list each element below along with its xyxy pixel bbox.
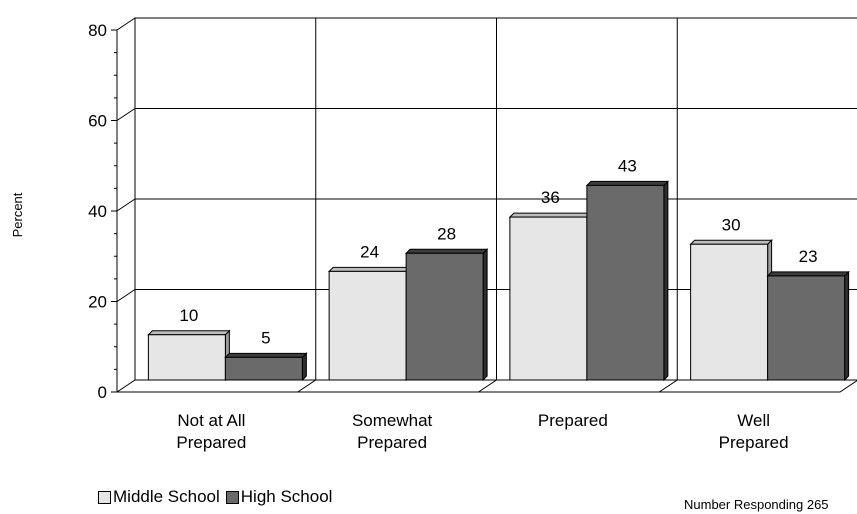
- y-tick-label: 0: [98, 383, 107, 402]
- data-label: 5: [261, 328, 270, 347]
- category-label: Well Prepared: [719, 411, 789, 452]
- legend-swatch-high-school: [225, 490, 239, 504]
- bar-high-school: [586, 184, 665, 381]
- y-axis-label: Percent: [10, 192, 25, 237]
- chart-legend: Middle School High School: [98, 487, 338, 507]
- bar-middle-school: [509, 216, 588, 381]
- side-wall-top-edge: [116, 17, 136, 31]
- bar-middle-school: [147, 334, 226, 381]
- legend-swatch-middle-school: [98, 490, 111, 504]
- category-separator-floor: [297, 379, 317, 393]
- gridline-side: [116, 289, 136, 302]
- category-label: Prepared: [538, 411, 608, 430]
- bar-middle-school: [690, 243, 769, 381]
- data-label: 30: [722, 215, 741, 234]
- bar-high-school: [405, 252, 484, 381]
- data-label: 28: [437, 224, 456, 243]
- category-label: Somewhat Prepared: [352, 411, 433, 452]
- bar-top: [689, 239, 773, 245]
- category-label: Not at All Prepared: [176, 411, 246, 452]
- category-separator-floor: [478, 379, 497, 393]
- y-axis: 0 20 40 60 80: [88, 21, 117, 402]
- bar-top: [766, 271, 850, 277]
- bar-top: [404, 248, 489, 254]
- bar-high-school: [767, 275, 846, 381]
- gridline-side: [116, 198, 136, 212]
- gridline-side: [116, 108, 136, 121]
- data-label: 24: [360, 242, 379, 261]
- bar-side: [482, 248, 488, 382]
- bar-top: [224, 352, 308, 358]
- bar-top: [327, 266, 412, 272]
- chart-gridlines: [116, 18, 857, 393]
- bar-top: [508, 212, 593, 218]
- bar-middle-school: [328, 270, 407, 381]
- y-tick-label: 80: [88, 21, 107, 40]
- legend-item-middle-school: Middle School: [98, 487, 220, 507]
- bar-side: [663, 180, 669, 382]
- legend-item-high-school: High School: [225, 487, 333, 507]
- data-label: 43: [618, 156, 637, 175]
- bar-side: [844, 270, 850, 382]
- data-label: 10: [179, 306, 198, 325]
- legend-label-high-school: High School: [240, 487, 333, 506]
- bar-high-school: [224, 356, 303, 381]
- y-tick-label: 40: [88, 202, 107, 221]
- data-label: 36: [541, 188, 560, 207]
- category-separator-floor: [658, 379, 678, 393]
- data-label: 23: [799, 247, 818, 266]
- y-tick-label: 20: [88, 293, 107, 312]
- bar-top: [585, 180, 670, 186]
- chart-bars: [147, 180, 850, 382]
- data-labels: 10 5 24 28 36 43 30 23: [179, 156, 817, 347]
- y-tick-label: 60: [88, 112, 107, 131]
- legend-label-middle-school: Middle School: [113, 487, 220, 506]
- bar-top: [147, 330, 231, 336]
- number-responding-note: Number Responding 265: [684, 497, 829, 512]
- x-axis-category-labels: Not at All Prepared Somewhat Prepared Prepar…: [176, 411, 788, 452]
